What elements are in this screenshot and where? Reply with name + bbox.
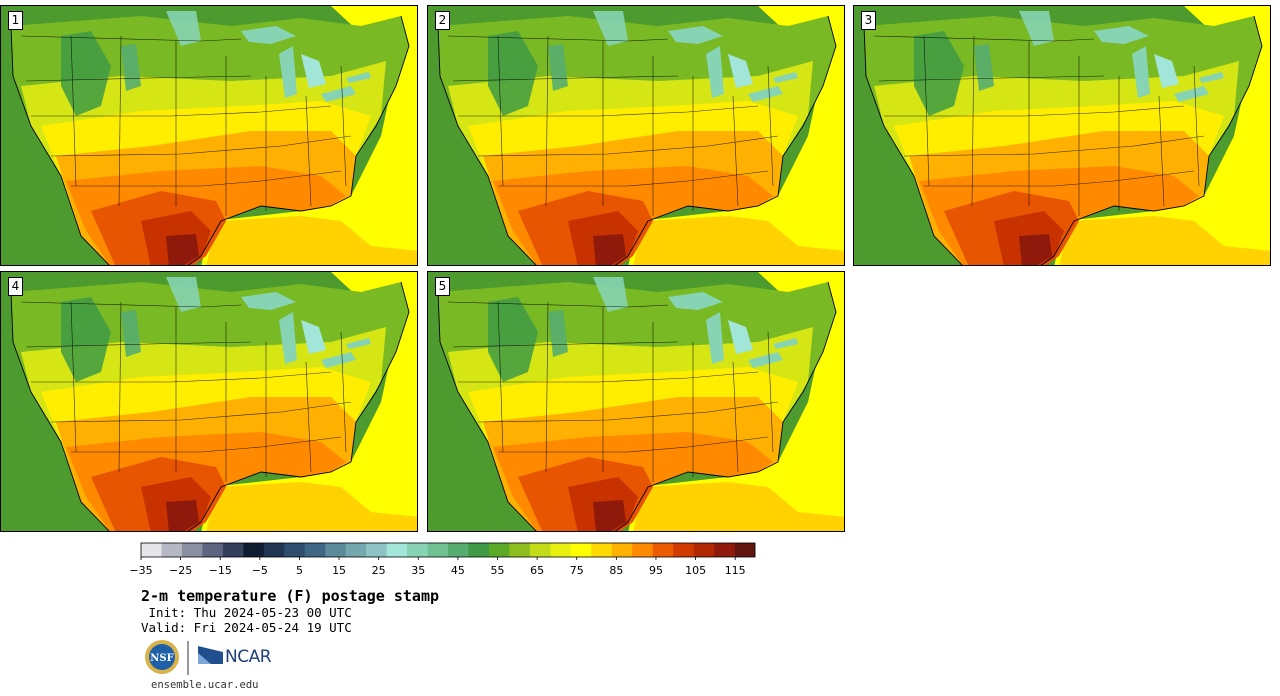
colorbar-swatch	[673, 543, 694, 557]
colorbar-swatch	[652, 543, 674, 557]
temperature-map	[1, 272, 417, 531]
colorbar-swatch	[161, 543, 183, 557]
colorbar-swatch	[325, 543, 346, 557]
colorbar-swatch	[529, 543, 551, 557]
colorbar-tick-label: −5	[251, 564, 268, 577]
temperature-map	[428, 6, 844, 265]
colorbar-tick-label: −25	[169, 564, 193, 577]
ensemble-member-panel-3[interactable]: 3	[853, 5, 1271, 266]
colorbar-tick-label: 15	[332, 564, 347, 577]
colorbar-tick-label: 85	[609, 564, 624, 577]
panel-label: 5	[435, 277, 450, 296]
colorbar-tick-label: −35	[129, 564, 153, 577]
colorbar-swatch	[284, 543, 306, 557]
colorbar-tick-label: 65	[530, 564, 545, 577]
colorbar-swatch	[509, 543, 531, 557]
ncar-logo-mark	[198, 646, 223, 664]
svg-text:NSF: NSF	[150, 653, 173, 664]
ensemble-member-panel-5[interactable]: 5	[427, 271, 845, 532]
valid-time: Valid: Fri 2024-05-24 19 UTC	[141, 620, 352, 635]
ensemble-member-panel-1[interactable]: 1	[0, 5, 418, 266]
colorbar-tick-label: 25	[371, 564, 386, 577]
colorbar-tick-label: 105	[685, 564, 707, 577]
colorbar-swatch	[345, 543, 367, 557]
colorbar-tick-label: 75	[569, 564, 584, 577]
colorbar-swatch	[632, 543, 653, 557]
colorbar-tick-label: 45	[450, 564, 465, 577]
colorbar-swatch	[181, 543, 203, 557]
temperature-map	[428, 272, 844, 531]
ensemble-member-panel-4[interactable]: 4	[0, 271, 418, 532]
temperature-map	[854, 6, 1270, 265]
colorbar-swatch	[734, 543, 756, 557]
colorbar-swatch	[550, 543, 572, 557]
colorbar-swatch	[304, 543, 326, 557]
panel-label: 4	[8, 277, 23, 296]
colorbar-border	[140, 542, 756, 558]
colorbar-swatch	[448, 543, 469, 557]
colorbar-swatch	[366, 543, 387, 557]
logos: NSF NCAR	[143, 638, 278, 678]
colorbar-tick-label: 5	[295, 564, 303, 577]
colorbar-swatch	[570, 543, 592, 557]
panel-label: 2	[435, 11, 450, 30]
panel-label: 1	[8, 11, 23, 30]
ncar-logo-text: NCAR	[225, 647, 272, 667]
colorbar-swatch	[591, 543, 613, 557]
colorbar-tick-label: −15	[208, 564, 232, 577]
figure-title: 2-m temperature (F) postage stamp	[141, 587, 440, 605]
colorbar-swatch	[263, 543, 285, 557]
panel-label: 3	[861, 11, 876, 30]
colorbar-swatch	[141, 543, 162, 557]
logo-graphics: NSF	[145, 640, 223, 675]
colorbar-swatch	[222, 543, 244, 557]
colorbar-tick-label: 95	[648, 564, 663, 577]
colorbar-swatch	[386, 543, 408, 557]
colorbar-swatch	[427, 543, 449, 557]
colorbar-swatches	[140, 542, 756, 560]
temperature-map	[1, 6, 417, 265]
temperature-colorbar: −35 −25 −15 −5 5 15 25 35 45 55 65 75 85 95 105 115	[129, 540, 770, 580]
colorbar-swatch	[611, 543, 633, 557]
colorbar-tick-label: 115	[724, 564, 746, 577]
colorbar-swatch	[202, 543, 224, 557]
colorbar-swatch	[714, 543, 735, 557]
colorbar-swatch	[468, 543, 490, 557]
website-url[interactable]: ensemble.ucar.edu	[151, 679, 259, 691]
colorbar-tick-label: 55	[490, 564, 505, 577]
colorbar-swatch	[407, 543, 428, 557]
nsf-logo: NSF	[145, 640, 179, 674]
init-time: Init: Thu 2024-05-23 00 UTC	[141, 605, 352, 620]
colorbar-swatch	[243, 543, 265, 557]
colorbar-tick-label: 35	[411, 564, 426, 577]
ensemble-member-panel-2[interactable]: 2	[427, 5, 845, 266]
colorbar-swatch	[488, 543, 510, 557]
colorbar-swatch	[693, 543, 715, 557]
